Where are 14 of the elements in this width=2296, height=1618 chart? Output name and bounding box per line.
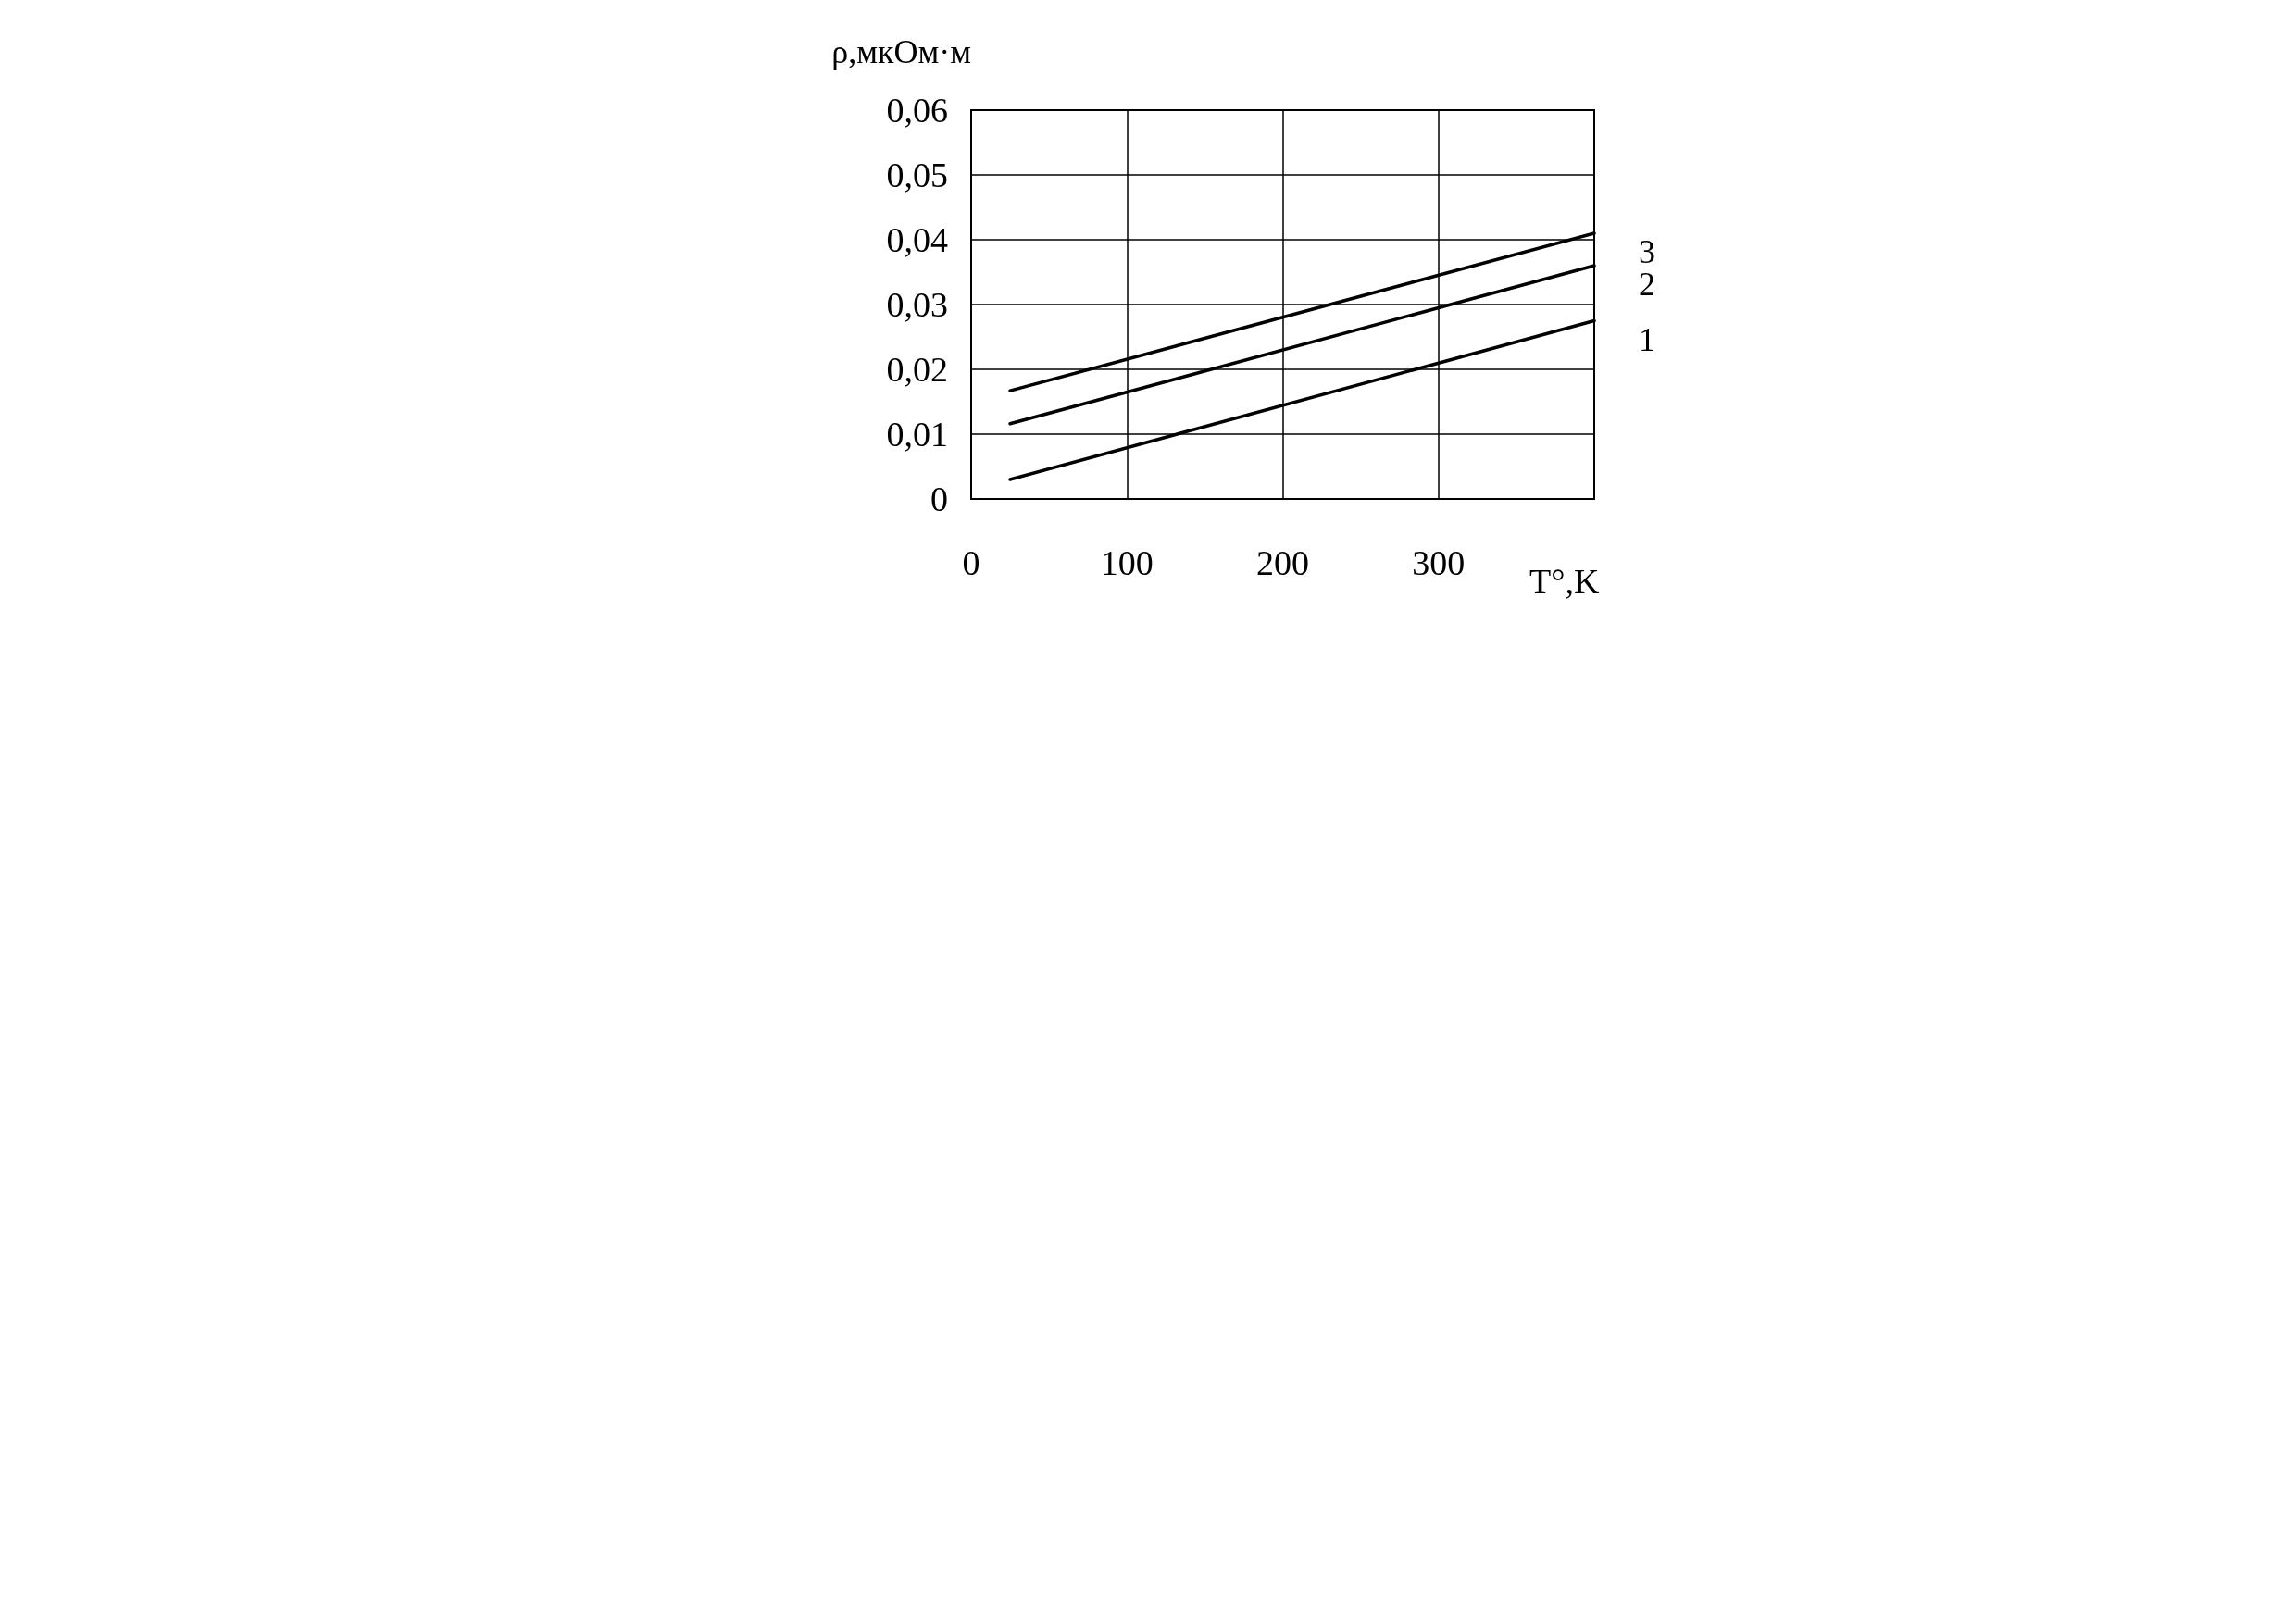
y-tick-label: 0,03	[886, 285, 948, 324]
y-tick-label: 0,02	[886, 350, 948, 389]
y-tick-label: 0,06	[886, 91, 948, 130]
x-tick-label: 300	[1412, 543, 1466, 582]
x-tick-label: 200	[1256, 543, 1309, 582]
x-axis-title: T°,K	[1529, 562, 1600, 601]
y-tick-label: 0,01	[886, 415, 948, 454]
x-tick-label: 100	[1100, 543, 1154, 582]
x-tick-label: 0	[962, 543, 980, 582]
series-label: 1	[1639, 320, 1655, 358]
y-tick-label: 0,04	[886, 220, 948, 259]
y-tick-label: 0,05	[886, 156, 948, 194]
y-axis-title: ρ,мкОм·м	[831, 33, 971, 70]
y-tick-label: 0	[930, 479, 948, 518]
